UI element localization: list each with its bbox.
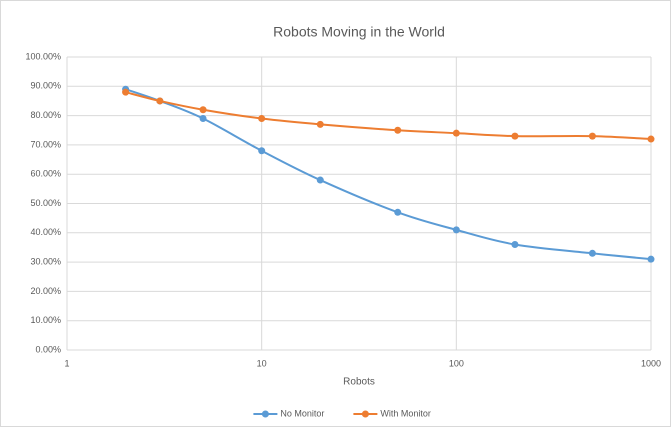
y-tick-label: 0.00% — [35, 344, 61, 354]
data-point — [511, 132, 519, 140]
y-tick-label: 40.00% — [30, 227, 61, 237]
data-point — [122, 88, 130, 96]
y-tick-label: 70.00% — [30, 139, 61, 149]
data-point — [394, 208, 402, 216]
data-point — [199, 106, 207, 114]
data-point — [316, 176, 324, 184]
data-point — [588, 132, 596, 140]
data-point — [511, 241, 519, 249]
y-tick-label: 50.00% — [30, 198, 61, 208]
x-tick-label: 100 — [449, 358, 464, 368]
legend-marker — [361, 410, 369, 418]
x-tick-label: 10 — [257, 358, 267, 368]
y-tick-label: 20.00% — [30, 286, 61, 296]
data-point — [647, 255, 655, 263]
data-point — [647, 135, 655, 143]
x-axis-label: Robots — [343, 377, 375, 388]
series-line — [125, 88, 652, 261]
data-point — [156, 97, 164, 105]
legend-label: No Monitor — [280, 408, 324, 418]
data-point — [258, 115, 266, 123]
data-point — [316, 120, 324, 128]
x-tick-label: 1 — [64, 358, 69, 368]
chart-title: Robots Moving in the World — [273, 24, 445, 40]
data-point — [588, 249, 596, 257]
y-tick-label: 90.00% — [30, 81, 61, 91]
data-point — [199, 115, 207, 123]
y-tick-label: 30.00% — [30, 256, 61, 266]
y-tick-label: 80.00% — [30, 110, 61, 120]
data-point — [452, 226, 460, 234]
legend-label: With Monitor — [380, 408, 431, 418]
y-tick-label: 100.00% — [25, 51, 61, 61]
x-tick-label: 1000 — [641, 358, 661, 368]
y-tick-label: 10.00% — [30, 315, 61, 325]
series-line — [125, 91, 652, 141]
y-tick-label: 60.00% — [30, 169, 61, 179]
legend-marker — [261, 410, 269, 418]
data-point — [452, 129, 460, 137]
data-point — [394, 126, 402, 134]
data-point — [258, 147, 266, 155]
